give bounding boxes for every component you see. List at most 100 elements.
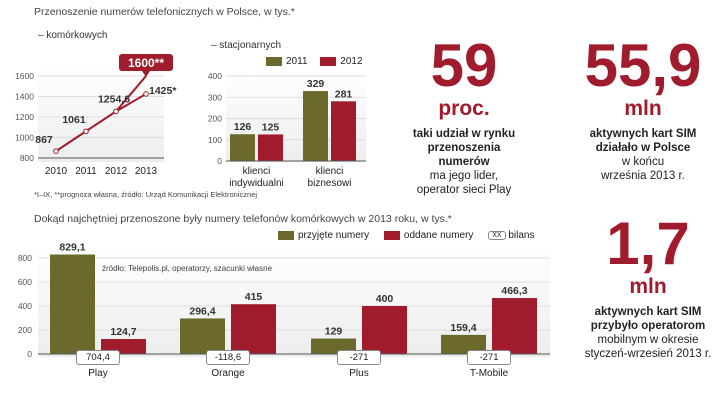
legend-2012-label: 2012 [340,56,363,67]
line-x-tick: 2011 [75,166,97,177]
operator-bar [441,334,486,354]
fixed-bar [303,91,328,161]
bottom-y-tick: 400 [18,301,32,311]
stat-share-line1: taki udział w rynku [412,128,516,140]
fixed-category-label: indywidualni [229,178,283,189]
fixed-bar [331,101,356,161]
line-value-label: 867 [35,134,53,146]
bottom-source: źródło: Telepolis.pl, operatorzy, szacun… [102,264,273,273]
line-chart: 800 1000 1200 1400 1600 2010 2011 2012 2013 867 10… [15,54,177,177]
operator-bar [362,306,407,354]
forecast-badge [119,54,173,71]
fixed-category-label: biznesowi [308,178,352,189]
stat-new-sim-line2: przybyło operatorom [590,320,706,332]
bottom-y-tick: 800 [18,253,32,263]
operator-label: T-Mobile [470,368,509,379]
bottom-y-tick: 600 [18,277,32,287]
top-footnote: *I–IX, **prognoza własna, źródło: Urząd … [34,190,258,199]
legend-2011-swatch [266,56,282,66]
stat-active-sim-value: 55,9 [584,32,702,99]
line-point [83,128,89,135]
line-x-tick: 2010 [45,166,68,177]
line-x-tick: 2013 [135,166,158,177]
legend-in-swatch [278,230,294,240]
stat-share-line3: ma jego lider, [429,170,499,182]
bottom-legend: przyjęte numery oddane numery XX bilans [278,230,534,241]
mobile-subtitle: – komórkowych [38,30,108,41]
stat-share: 59 proc. taki udział w rynku przenoszeni… [405,36,523,197]
line-y-tick: 1000 [15,133,34,143]
stat-new-sim: 1,7 mln aktywnych kart SIM przybyło oper… [578,214,718,361]
forecast-badge-pointer [142,71,150,77]
fixed-y-tick: 200 [208,114,222,124]
fixed-value-label: 125 [262,121,280,133]
operator-bar [311,338,356,354]
stat-new-sim-unit: mln [629,275,667,298]
stat-new-sim-value: 1,7 [606,210,690,277]
operator-bar [231,304,276,354]
line-y-tick: 1600 [15,71,34,81]
operator-value-label: 400 [376,293,394,305]
fixed-bar [230,134,255,161]
stat-active-sim-line3: w końcu [621,156,665,168]
operator-bar [50,254,95,354]
line-point [53,148,59,154]
operator-label: Plus [349,368,368,379]
stat-active-sim: 55,9 mln aktywnych kart SIM działało w P… [578,36,708,183]
operator-value-label: 829,1 [59,242,85,254]
operator-value-label: 124,7 [110,326,136,338]
operator-value-label: 296,4 [189,305,215,317]
fixed-y-tick: 0 [217,156,222,166]
bottom-y-tick: 0 [27,349,32,359]
fixed-y-tick: 400 [208,71,222,81]
line-y-tick: 800 [20,153,34,163]
operator-bar [492,298,537,354]
legend-2011-label: 2011 [286,56,308,67]
stat-share-unit: proc. [438,97,490,120]
stat-new-sim-line4: styczeń-wrzesień 2013 r. [584,348,712,360]
fixed-value-label: 281 [335,88,353,100]
stat-share-value: 59 [430,32,498,99]
stat-active-sim-line1: aktywnych kart SIM [589,128,697,140]
top-chart-title: Przenoszenie numerów telefonicznych w Po… [34,6,295,18]
stat-new-sim-line1: aktywnych kart SIM [594,306,702,318]
forecast-label: 1600** [128,56,164,70]
line-y-tick: 1200 [15,112,34,122]
fixed-subtitle: – stacjonarnych [211,40,282,51]
operator-value-label: 415 [245,291,263,303]
stat-share-line2: przenoszenia numerów [427,142,501,168]
stat-active-sim-line4: września 2013 r. [601,170,685,182]
operator-value-label: 466,3 [501,285,527,297]
operator-value-label: 129 [325,326,343,338]
bottom-chart-title: Dokąd najchętniej przenoszone były numer… [34,213,452,225]
line-point [143,91,149,97]
fixed-value-label: 126 [234,121,252,133]
fixed-value-label: 329 [307,78,325,90]
legend-in-label: przyjęte numery [298,230,370,241]
legend-out-label: oddane numery [403,230,474,241]
fixed-y-tick: 300 [208,92,222,102]
operator-label: Play [88,368,107,379]
fixed-y-tick: 100 [208,135,222,145]
stat-active-sim-unit: mln [624,97,662,120]
stat-active-sim-line2: działało w Polsce [595,142,691,154]
top-legend: 2011 2012 [266,56,363,67]
line-chart-bg [38,66,164,162]
line-series-mobile [55,93,147,152]
line-x-tick: 2012 [105,166,128,177]
line-y-tick: 1400 [15,92,34,102]
operators-bar-chart: 0 200 400 600 800 829,1 124,7 Play 296,4 415 Orang… [18,242,550,379]
bottom-y-tick: 200 [18,325,32,335]
legend-out-swatch [383,230,400,240]
fixed-category-label: klienci [243,166,271,177]
operator-label: Orange [211,368,245,379]
legend-2012-swatch [320,56,337,66]
operator-bar [180,318,225,354]
fixed-bar [258,134,283,161]
legend-balance-label: bilans [508,230,535,241]
stat-new-sim-line3: mobilnym w okresie [597,334,699,346]
fixed-category-label: klienci [316,166,344,177]
operator-bar [101,339,146,354]
line-value-label: 1425* [149,85,177,97]
